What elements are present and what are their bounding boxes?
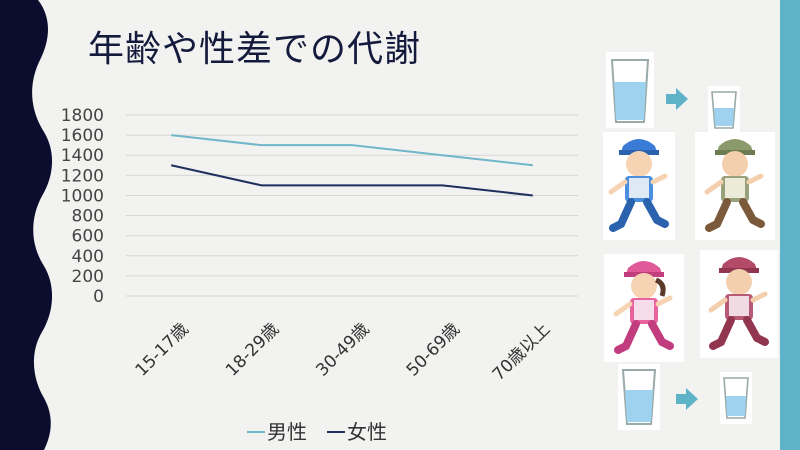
chart-gridlines <box>126 114 578 297</box>
full-glass-icon <box>606 52 654 128</box>
y-tick-label: 0 <box>93 287 104 307</box>
x-axis-ticks: 15-17歳 18-29歳 30-49歳 50-69歳 70歳以上 <box>132 319 555 385</box>
full-glass-icon <box>618 364 660 430</box>
y-tick-label: 400 <box>72 247 104 267</box>
y-tick-label: 1800 <box>61 106 104 126</box>
arrow-right-icon <box>666 88 688 110</box>
x-tick-label: 30-49歳 <box>312 319 373 380</box>
small-glass-icon <box>720 372 752 424</box>
y-tick-label: 600 <box>72 227 104 247</box>
elderly-man-runner <box>695 132 775 240</box>
x-tick-label: 70歳以上 <box>489 319 555 385</box>
y-tick-label: 1600 <box>61 126 104 146</box>
x-tick-label: 50-69歳 <box>403 319 464 380</box>
young-man-runner <box>603 132 675 240</box>
series-line <box>170 164 533 197</box>
elderly-woman-runner <box>700 250 778 358</box>
y-tick-label: 800 <box>72 207 104 227</box>
slide-title: 年齢や性差での代謝 <box>88 29 422 70</box>
chart-series <box>170 134 533 197</box>
series-line <box>171 134 533 167</box>
young-woman-runner <box>604 254 684 362</box>
y-tick-label: 1200 <box>61 166 104 186</box>
small-glass-icon <box>708 86 740 132</box>
y-tick-label: 200 <box>72 267 104 287</box>
right-accent-bar <box>780 0 800 450</box>
chart-legend: 男性 女性 <box>247 420 387 444</box>
legend-label: 女性 <box>347 420 387 444</box>
y-tick-label: 1400 <box>61 146 104 166</box>
legend-label: 男性 <box>267 420 307 444</box>
x-tick-label: 18-29歳 <box>222 319 283 380</box>
arrow-right-icon <box>676 388 698 410</box>
left-wave-border <box>0 0 53 450</box>
y-tick-label: 1000 <box>61 186 104 206</box>
x-tick-label: 15-17歳 <box>132 319 193 380</box>
